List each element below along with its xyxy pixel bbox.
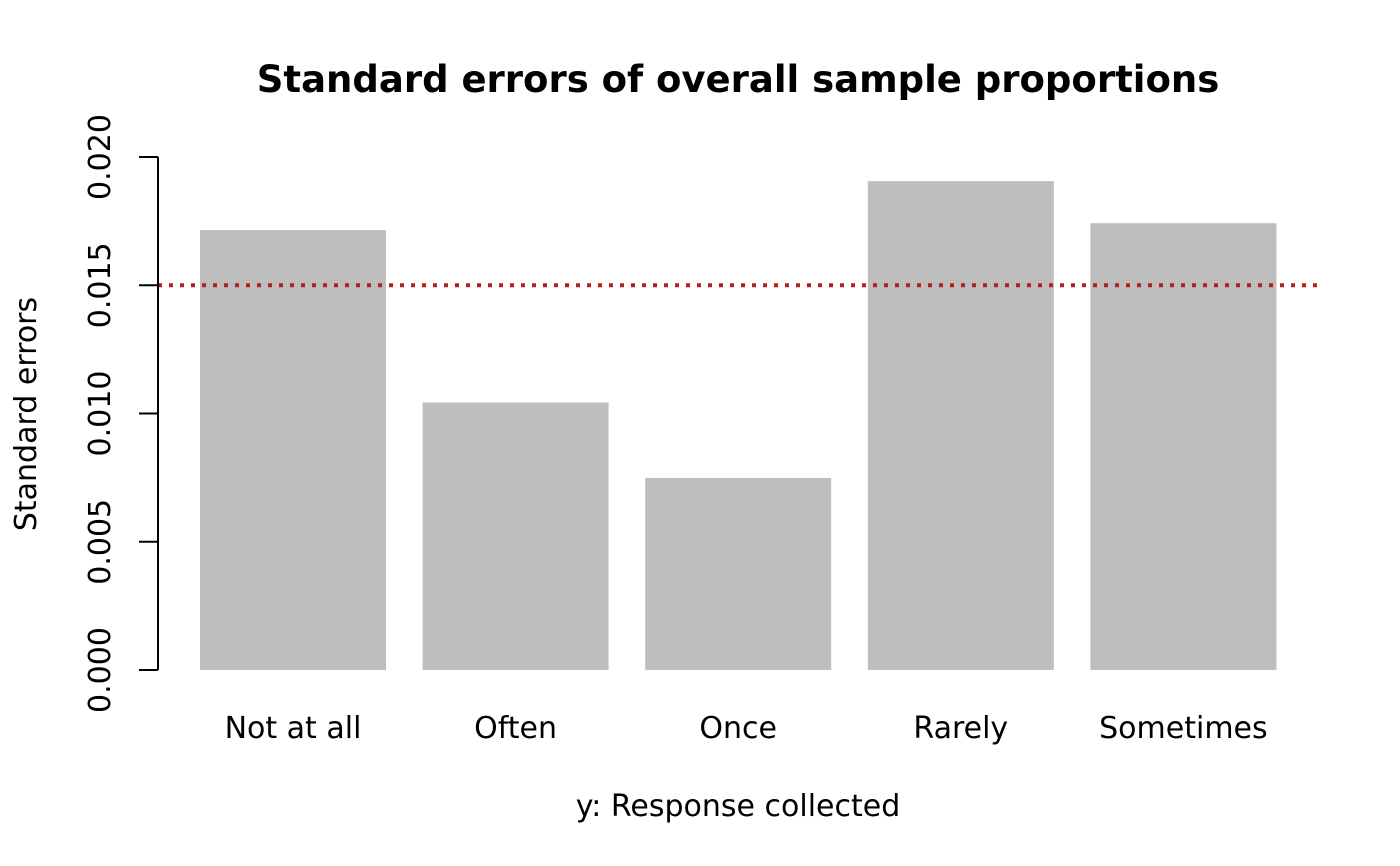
y-tick-label: 0.010 [83,371,118,457]
y-tick-label: 0.005 [83,499,118,585]
x-tick-label: Rarely [913,711,1008,746]
bar-sometimes [1090,223,1277,670]
x-tick-label: Once [699,711,777,746]
y-tick-label: 0.015 [83,242,118,328]
bar-rarely [867,181,1054,670]
x-tick-label: Sometimes [1099,711,1268,746]
bar-not-at-all [200,230,386,670]
bar-once [645,477,832,670]
x-axis-label: y: Response collected [576,789,901,824]
chart-title: Standard errors of overall sample propor… [257,58,1220,101]
y-axis-label: Standard errors [9,297,44,531]
bar-often [422,402,609,670]
x-tick-label: Often [474,711,557,746]
y-axis: 0.000 0.005 0.010 0.015 0.020 [83,114,159,713]
x-tick-labels: Not at all Often Once Rarely Sometimes [225,711,1268,746]
x-tick-label: Not at all [225,711,362,746]
y-tick-label: 0.000 [83,627,118,713]
y-tick-label: 0.020 [83,114,118,200]
bars-group [200,181,1277,670]
